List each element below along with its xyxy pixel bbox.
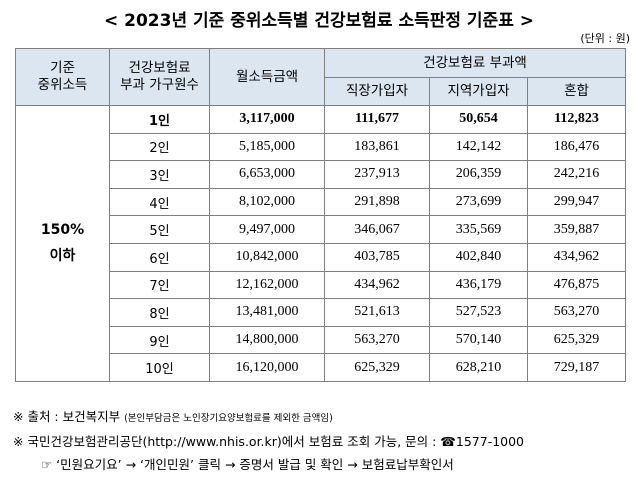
header-monthly-income: 월소득금액 xyxy=(209,48,325,106)
cell-members: 2인 xyxy=(109,132,210,162)
cell-mixed: 112,823 xyxy=(526,105,627,134)
header-employee: 직장가입자 xyxy=(324,77,430,106)
header-household: 건강보험료 부과 가구원수 xyxy=(109,48,210,106)
path-note: ☞ ‘민원요기요’ → ‘개인민원’ 클릭 → 증명서 발급 및 확인 → 보험… xyxy=(41,457,454,472)
table-row: 6인 10,842,000 403,785 402,840 434,962 xyxy=(16,242,627,272)
cell-employee: 625,329 xyxy=(324,353,430,382)
notes: ※ 출처 : 보건복지부 (본인부담금은 노인장기요양보험료를 제외한 금액임)… xyxy=(13,405,633,476)
cell-mixed: 299,947 xyxy=(526,187,627,217)
table-row: 2인 5,185,000 183,861 142,142 186,476 xyxy=(16,132,627,162)
cell-employee: 237,913 xyxy=(324,160,430,189)
cell-mixed: 434,962 xyxy=(526,242,627,272)
cell-income: 13,481,000 xyxy=(209,298,325,327)
cell-employee: 434,962 xyxy=(324,270,430,300)
table-row: 7인 12,162,000 434,962 436,179 476,875 xyxy=(16,270,627,300)
cell-mixed: 476,875 xyxy=(526,270,627,300)
cell-mixed: 625,329 xyxy=(526,325,627,355)
cell-income: 3,117,000 xyxy=(209,105,325,134)
source-note: ※ 출처 : 보건복지부 (본인부담금은 노인장기요양보험료를 제외한 금액임) xyxy=(13,409,333,424)
cell-income: 10,842,000 xyxy=(209,242,325,272)
cell-members: 8인 xyxy=(109,298,210,327)
cell-employee: 403,785 xyxy=(324,242,430,272)
unit-label: (단위 : 원) xyxy=(580,32,630,45)
header-median-income: 기준 중위소득 xyxy=(15,48,110,106)
cell-mixed: 729,187 xyxy=(526,353,627,382)
table-row: 3인 6,653,000 237,913 206,359 242,216 xyxy=(16,160,627,189)
cell-members: 10인 xyxy=(109,353,210,382)
cell-employee: 563,270 xyxy=(324,325,430,355)
cell-income: 12,162,000 xyxy=(209,270,325,300)
cell-mixed: 359,887 xyxy=(526,215,627,244)
cell-employee: 291,898 xyxy=(324,187,430,217)
cell-mixed: 563,270 xyxy=(526,298,627,327)
cell-members: 5인 xyxy=(109,215,210,244)
cell-regional: 206,359 xyxy=(429,160,528,189)
source-detail: (본인부담금은 노인장기요양보험료를 제외한 금액임) xyxy=(124,413,333,424)
contact-note: ※ 국민건강보험관리공단(http://www.nhis.or.kr)에서 보험… xyxy=(13,434,525,449)
cell-regional: 402,840 xyxy=(429,242,528,272)
page-title: < 2023년 기준 중위소득별 건강보험료 소득판정 기준표 > xyxy=(103,11,535,31)
header-regional: 지역가입자 xyxy=(429,77,528,106)
cell-regional: 50,654 xyxy=(429,105,528,134)
cell-employee: 521,613 xyxy=(324,298,430,327)
cell-regional: 142,142 xyxy=(429,132,528,162)
cell-members: 7인 xyxy=(109,270,210,300)
income-premium-table: 기준 중위소득 건강보험료 부과 가구원수 월소득금액 건강보험료 부과액 직장… xyxy=(15,48,627,382)
cell-mixed: 186,476 xyxy=(526,132,627,162)
cell-income: 5,185,000 xyxy=(209,132,325,162)
cell-members: 3인 xyxy=(109,160,210,189)
cell-income: 6,653,000 xyxy=(209,160,325,189)
cell-members: 9인 xyxy=(109,325,210,355)
cell-income: 9,497,000 xyxy=(209,215,325,244)
cell-income: 16,120,000 xyxy=(209,353,325,382)
table-row: 150% 이하 1인 3,117,000 111,677 50,654 112,… xyxy=(15,105,627,382)
table-row: 4인 8,102,000 291,898 273,699 299,947 xyxy=(16,187,627,217)
cell-regional: 273,699 xyxy=(429,187,528,217)
cell-mixed: 242,216 xyxy=(526,160,627,189)
cell-regional: 570,140 xyxy=(429,325,528,355)
cell-employee: 183,861 xyxy=(324,132,430,162)
table-row: 5인 9,497,000 346,067 335,569 359,887 xyxy=(16,215,627,244)
cell-members: 6인 xyxy=(109,242,210,272)
table-row: 10인 16,120,000 625,329 628,210 729,187 xyxy=(16,353,627,382)
cell-income: 14,800,000 xyxy=(209,325,325,355)
cell-members: 4인 xyxy=(109,187,210,217)
cell-regional: 628,210 xyxy=(429,353,528,382)
group-cell: 150% 이하 xyxy=(15,105,110,382)
header-mixed: 혼합 xyxy=(526,77,627,106)
header-premium: 건강보험료 부과액 xyxy=(323,48,627,78)
cell-regional: 335,569 xyxy=(429,215,528,244)
cell-employee: 111,677 xyxy=(324,105,430,134)
cell-members: 1인 xyxy=(109,105,210,134)
cell-employee: 346,067 xyxy=(324,215,430,244)
cell-income: 8,102,000 xyxy=(209,187,325,217)
cell-regional: 527,523 xyxy=(429,298,528,327)
cell-regional: 436,179 xyxy=(429,270,528,300)
